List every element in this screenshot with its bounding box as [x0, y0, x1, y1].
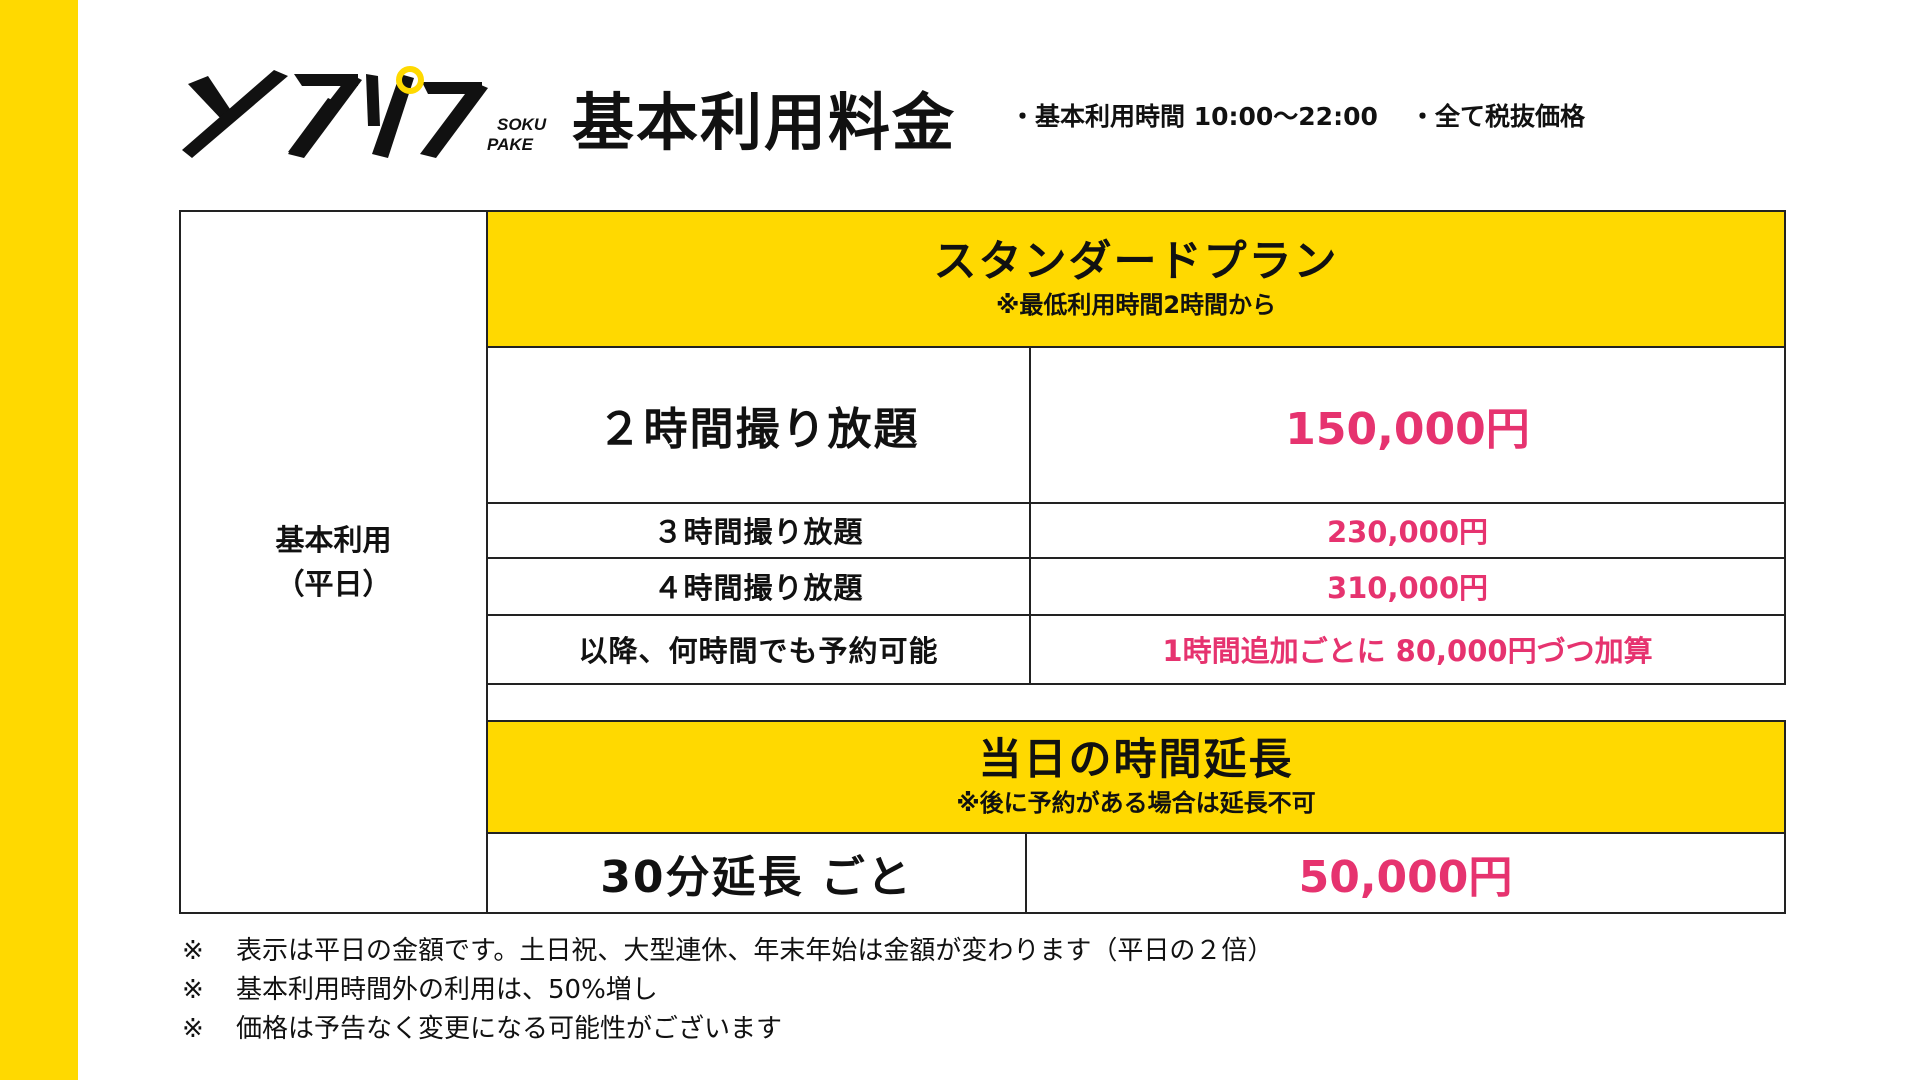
- plan-row-label: ４時間撮り放題: [653, 571, 864, 605]
- extension-header: 当日の時間延長 ※後に予約がある場合は延長不可: [488, 722, 1784, 832]
- sokupake-logo-mark: SOKU PAKE: [182, 66, 547, 158]
- plan-row-price: 1時間追加ごとに 80,000円づつ加算: [1162, 634, 1653, 668]
- column-divider: [1025, 832, 1027, 912]
- plan-row-price: 310,000円: [1326, 571, 1489, 605]
- category-label: 基本利用: [275, 523, 392, 557]
- row-divider: [488, 614, 1784, 616]
- extension-subtitle: ※後に予約がある場合は延長不可: [956, 789, 1316, 817]
- footnote-mark: ※: [182, 1014, 204, 1044]
- standard-plan-subtitle: ※最低利用時間2時間から: [995, 291, 1277, 319]
- sokupake-logo: SOKU PAKE: [182, 64, 562, 159]
- logo-sub-soku: SOKU: [497, 115, 547, 134]
- footnote-text: 表示は平日の金額です。土日祝、大型連休、年末年始は金額が変わります（平日の２倍）: [236, 936, 1274, 966]
- footnote-text: 価格は予告なく変更になる可能性がございます: [236, 1014, 783, 1044]
- extension-label: 30分延長 ごと: [600, 851, 913, 903]
- row-divider: [488, 346, 1784, 348]
- column-divider: [1029, 346, 1031, 683]
- plan-row-price: 230,000円: [1326, 515, 1489, 549]
- row-divider: [488, 502, 1784, 504]
- extension-price: 50,000円: [1298, 851, 1513, 903]
- standard-plan-header: スタンダードプラン ※最低利用時間2時間から: [488, 212, 1784, 346]
- standard-plan-title: スタンダードプラン: [933, 237, 1339, 287]
- footnote-mark: ※: [182, 975, 204, 1005]
- row-divider: [488, 832, 1784, 834]
- tax-note: ・全て税抜価格: [1410, 102, 1586, 131]
- extension-title: 当日の時間延長: [978, 735, 1294, 785]
- page-title: 基本利用料金: [572, 86, 957, 159]
- plan-row-label: ３時間撮り放題: [653, 515, 864, 549]
- extension-table: 当日の時間延長 ※後に予約がある場合は延長不可 30分延長 ごと 50,000円: [486, 720, 1786, 914]
- plan-row-label: ２時間撮り放題: [597, 403, 920, 455]
- category-cell: 基本利用 （平日）: [179, 210, 488, 914]
- footnote-mark: ※: [182, 936, 204, 966]
- category-sublabel: （平日）: [275, 567, 392, 601]
- row-divider: [488, 557, 1784, 559]
- plan-row-label: 以降、何時間でも予約可能: [578, 634, 939, 668]
- footnote-text: 基本利用時間外の利用は、50%増し: [236, 975, 658, 1005]
- left-accent-stripe: [0, 0, 78, 1080]
- footnote: ※ 表示は平日の金額です。土日祝、大型連休、年末年始は金額が変わります（平日の２倍…: [182, 930, 1273, 967]
- standard-plan-table: スタンダードプラン ※最低利用時間2時間から ２時間撮り放題 150,000円 …: [486, 210, 1786, 685]
- footnote: ※ 価格は予告なく変更になる可能性がございます: [182, 1008, 782, 1045]
- plan-row-price: 150,000円: [1285, 403, 1530, 455]
- logo-sub-pake: PAKE: [487, 135, 534, 154]
- footnote: ※ 基本利用時間外の利用は、50%増し: [182, 969, 658, 1006]
- business-hours-note: ・基本利用時間 10:00〜22:00: [1010, 102, 1378, 131]
